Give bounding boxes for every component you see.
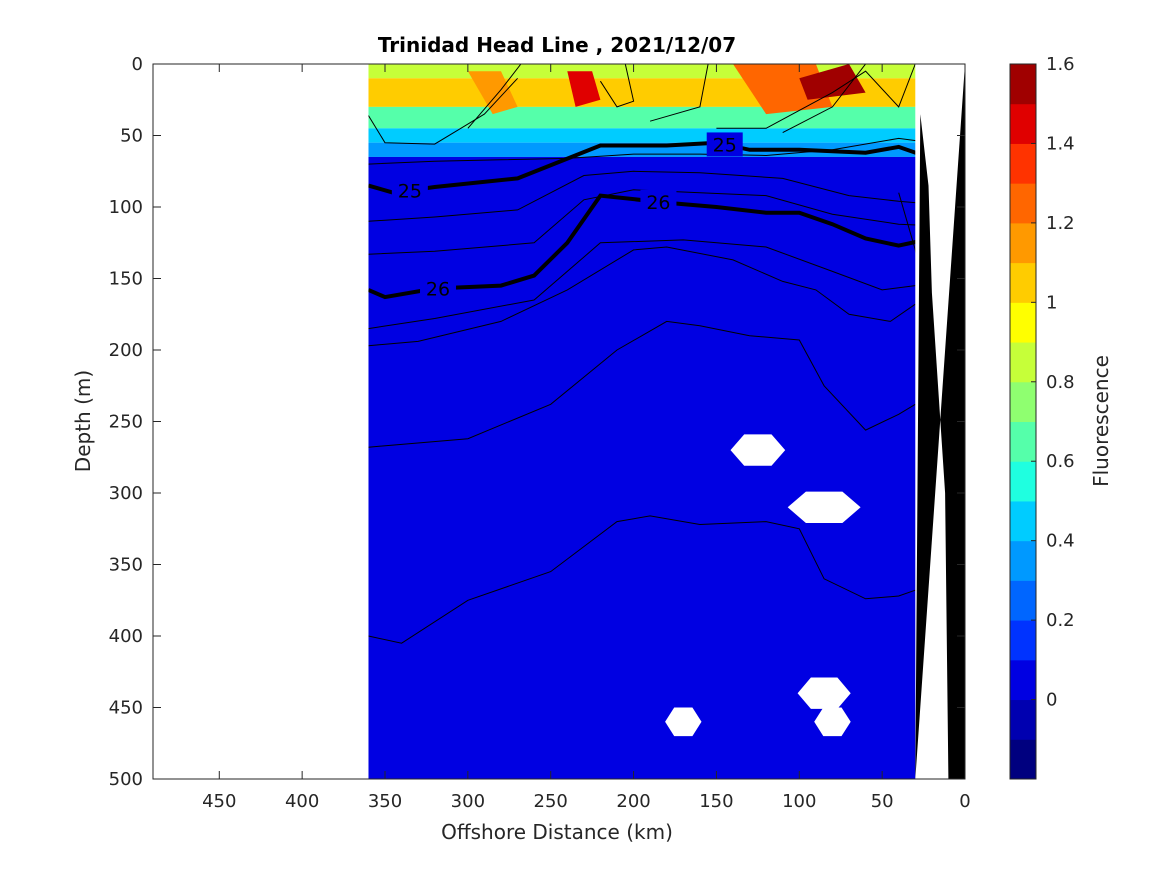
y-tick-label: 450: [109, 698, 143, 719]
fluorescence-patches: [467, 64, 866, 115]
y-axis-label: Depth (m): [71, 370, 95, 472]
x-tick-label: 0: [959, 791, 970, 812]
fluorescence-band: [368, 128, 932, 143]
colorbar-tick-label: 0.6: [1046, 451, 1075, 472]
colorbar: 0 0.2 0.4 0.6 0.8 1 1.2 1.4 1.6: [1009, 54, 1075, 780]
colorbar-segment: [1010, 342, 1036, 383]
contour-line: [716, 64, 916, 129]
y-tick-label: 350: [109, 555, 143, 576]
y-tick-label: 200: [109, 340, 143, 361]
contour-line: [368, 515, 916, 644]
colorbar-tick-label: 0: [1046, 690, 1057, 711]
colorbar-segment: [1010, 500, 1036, 542]
x-axis: 450 400 350 300 250 200 150 100 50 0: [202, 64, 971, 812]
colorbar-segment: [1010, 580, 1036, 621]
colorbar-label: Fluorescence: [1089, 355, 1113, 487]
seafloor-shape: [915, 64, 965, 779]
colorbar-segment: [1010, 620, 1036, 661]
x-tick-label: 150: [699, 791, 733, 812]
contour-label: 25: [713, 134, 737, 156]
fluorescence-band: [368, 156, 932, 779]
contour-line: [368, 137, 932, 165]
x-tick-label: 450: [202, 791, 236, 812]
x-axis-label: Offshore Distance (km): [441, 820, 673, 844]
colorbar-tick-label: 0.4: [1046, 531, 1075, 552]
contour-label-background: [391, 178, 428, 203]
colorbar-segment: [1010, 540, 1036, 581]
colorbar-segment: [1010, 222, 1036, 264]
contour-label: 26: [426, 278, 450, 300]
missing-data-patch: [665, 707, 702, 737]
colorbar-tick-label: 1.6: [1046, 54, 1075, 75]
chart-title: Trinidad Head Line , 2021/12/07: [378, 33, 736, 57]
colorbar-segment: [1010, 739, 1036, 780]
fluorescence-band: [368, 106, 932, 129]
colorbar-tick-label: 1: [1046, 292, 1057, 313]
colorbar-segment: [1010, 64, 1036, 105]
colorbar-frame: [1009, 63, 1037, 780]
y-tick-label: 50: [120, 126, 143, 147]
y-axis: 0 50 100 150 200 250 300 350 400 450 500: [109, 54, 965, 790]
y-tick-label: 400: [109, 626, 143, 647]
contour-line: [782, 64, 866, 134]
seafloor: [915, 64, 965, 779]
contour-line: [368, 246, 916, 347]
colorbar-tick-label: 0.2: [1046, 610, 1075, 631]
contour-line: [368, 239, 933, 330]
contour-line: [368, 320, 916, 448]
colorbar-segment: [1010, 461, 1036, 502]
colorbar-segment: [1010, 262, 1036, 303]
fluorescence-fill: [368, 64, 932, 779]
x-tick-label: 50: [871, 791, 894, 812]
colorbar-tick-label: 0.8: [1046, 372, 1075, 393]
x-tick-label: 400: [285, 791, 319, 812]
contour-line: [368, 170, 932, 222]
x-tick-label: 250: [534, 791, 568, 812]
colorbar-tick-label: 1.4: [1046, 133, 1075, 154]
contour-label-background: [706, 132, 743, 157]
y-tick-label: 100: [109, 197, 143, 218]
y-tick-label: 0: [132, 54, 143, 75]
missing-data-patch: [797, 677, 851, 709]
fluorescence-patch: [467, 71, 518, 115]
colorbar-segment: [1010, 143, 1036, 184]
x-tick-label: 100: [782, 791, 816, 812]
y-tick-label: 300: [109, 483, 143, 504]
contour-labels: 25 25 26 26: [391, 132, 743, 301]
fluorescence-patch: [799, 64, 866, 100]
colorbar-segment: [1010, 659, 1036, 701]
plot-area: 25 25 26 26: [153, 64, 965, 779]
colorbar-segment: [1010, 103, 1036, 144]
colorbar-segment: [1010, 183, 1036, 224]
colorbar-segment: [1010, 302, 1036, 343]
contour-line: [467, 64, 522, 129]
x-tick-label: 350: [368, 791, 402, 812]
x-tick-label: 200: [616, 791, 650, 812]
missing-data-patch: [730, 434, 786, 466]
missing-data-patch: [814, 707, 851, 737]
y-tick-label: 250: [109, 412, 143, 433]
colorbar-segment: [1010, 381, 1036, 422]
fluorescence-patch: [567, 71, 601, 107]
missing-data-patch: [787, 491, 861, 523]
missing-data: [153, 64, 861, 779]
no-data-region: [153, 64, 369, 779]
contour-line: [367, 77, 518, 145]
colorbar-segment: [1010, 699, 1036, 740]
contour-line: [599, 64, 635, 108]
colorbar-segment: [1010, 421, 1036, 462]
contour-label: 25: [398, 180, 422, 202]
y-tick-label: 150: [109, 269, 143, 290]
colorbar-tick-label: 1.2: [1046, 213, 1075, 234]
contour-label: 26: [646, 192, 670, 214]
contour-line: [649, 64, 709, 122]
y-tick-label: 500: [109, 769, 143, 790]
contour-label-background: [420, 276, 457, 301]
contour-label-background: [640, 189, 677, 214]
x-tick-label: 300: [451, 791, 485, 812]
